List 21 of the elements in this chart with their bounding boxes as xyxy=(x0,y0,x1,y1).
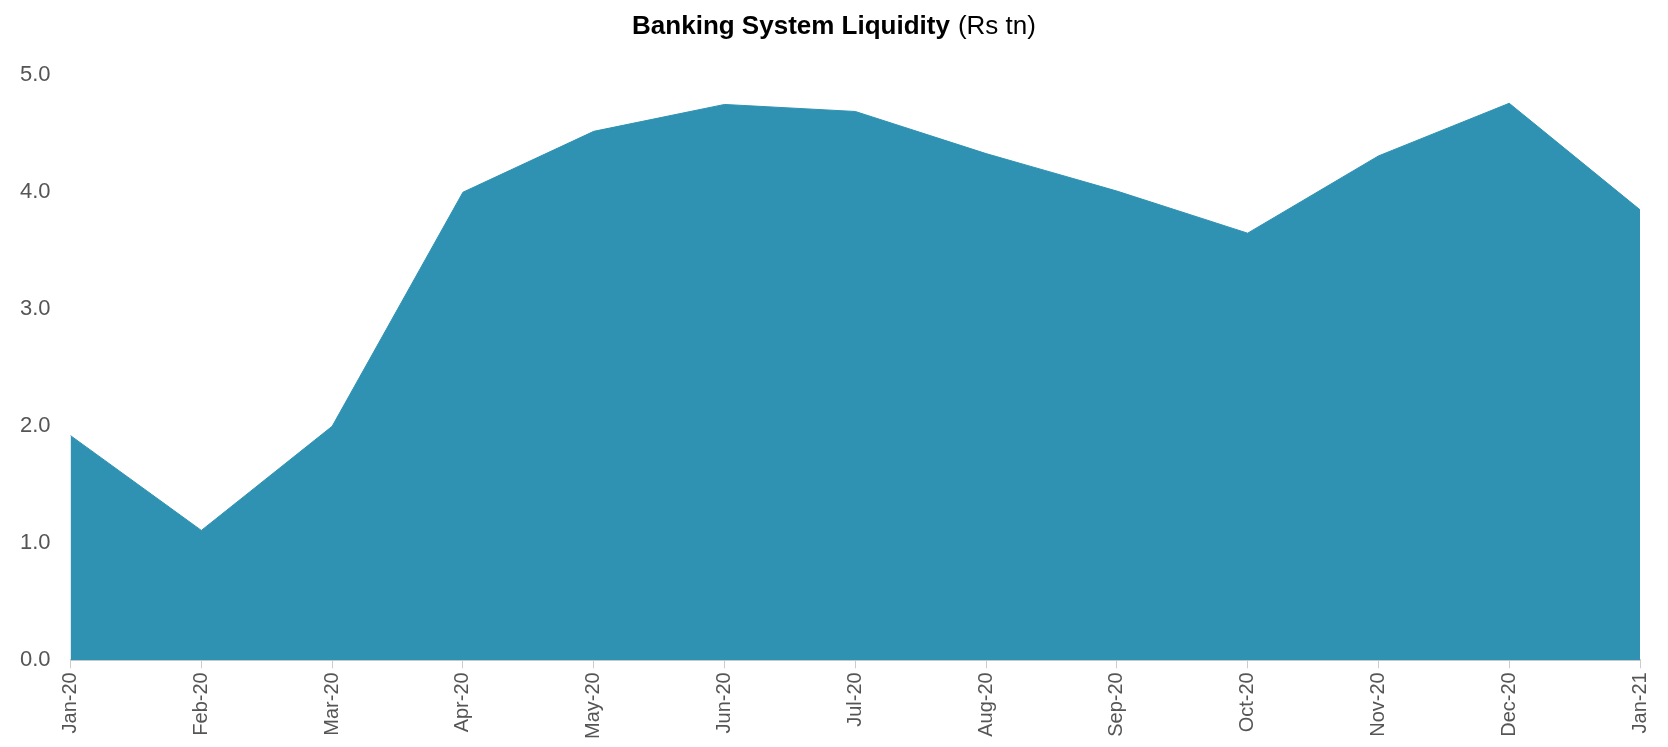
x-tick-label: Mar-20 xyxy=(319,672,342,736)
x-tick-label: Sep-20 xyxy=(1104,672,1127,737)
x-tick-label: Jun-20 xyxy=(712,672,735,734)
x-tick-label: Nov-20 xyxy=(1365,672,1388,737)
x-tick-label: Jul-20 xyxy=(842,672,865,727)
y-tick-label: 2.0 xyxy=(19,412,51,438)
y-tick-label: 1.0 xyxy=(19,529,51,555)
x-tick-label: Feb-20 xyxy=(188,672,211,736)
x-tick-label: Apr-20 xyxy=(450,672,473,733)
x-tick-label: Oct-20 xyxy=(1235,672,1258,733)
x-tick-label: Dec-20 xyxy=(1496,672,1519,737)
x-tick-label: May-20 xyxy=(581,672,604,740)
chart-subtitle: (Rs tn) xyxy=(957,10,1036,40)
y-tick-label: 4.0 xyxy=(19,178,51,204)
x-tick-label: Jan-20 xyxy=(58,672,81,734)
chart-title: Banking System Liquidity xyxy=(632,10,950,40)
y-tick-label: 0.0 xyxy=(19,646,51,672)
y-tick-label: 5.0 xyxy=(19,61,51,87)
x-tick-label: Jan-21 xyxy=(1627,672,1650,734)
y-tick-label: 3.0 xyxy=(19,295,51,321)
x-tick-label: Aug-20 xyxy=(973,672,996,737)
